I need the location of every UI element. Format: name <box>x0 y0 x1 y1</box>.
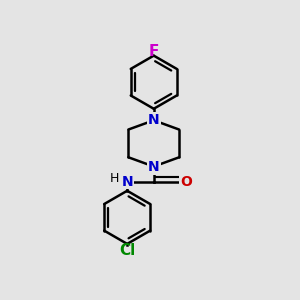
Text: N: N <box>148 160 160 173</box>
Text: Cl: Cl <box>119 243 135 258</box>
Text: N: N <box>148 113 160 127</box>
Text: F: F <box>148 44 159 59</box>
Text: O: O <box>180 175 192 188</box>
Text: H: H <box>110 172 119 184</box>
Text: N: N <box>122 175 133 188</box>
